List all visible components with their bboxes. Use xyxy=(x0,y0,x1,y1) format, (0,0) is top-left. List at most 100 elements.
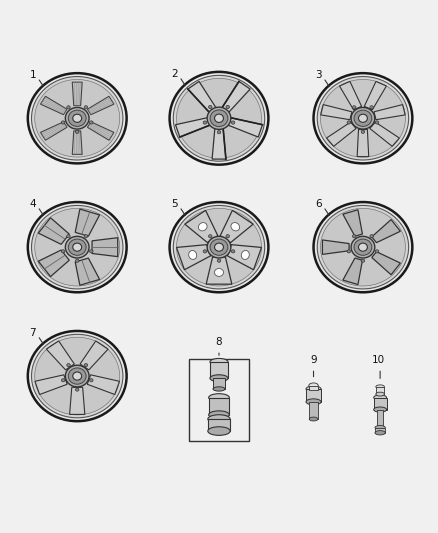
Polygon shape xyxy=(72,131,82,155)
Ellipse shape xyxy=(226,235,230,238)
Ellipse shape xyxy=(90,250,93,253)
Bar xyxy=(309,402,318,419)
Ellipse shape xyxy=(226,106,230,109)
Text: 10: 10 xyxy=(371,356,385,365)
Polygon shape xyxy=(177,245,211,270)
Ellipse shape xyxy=(217,131,221,134)
Ellipse shape xyxy=(68,368,86,384)
Ellipse shape xyxy=(198,223,207,231)
Ellipse shape xyxy=(28,73,127,164)
Ellipse shape xyxy=(170,72,268,165)
Polygon shape xyxy=(374,104,405,120)
Ellipse shape xyxy=(353,106,356,109)
Text: 8: 8 xyxy=(215,337,223,347)
Polygon shape xyxy=(40,96,67,115)
Ellipse shape xyxy=(75,130,79,133)
Polygon shape xyxy=(228,118,262,137)
Ellipse shape xyxy=(68,239,86,255)
Ellipse shape xyxy=(361,130,365,133)
Ellipse shape xyxy=(61,378,65,382)
Ellipse shape xyxy=(231,223,240,231)
Polygon shape xyxy=(80,341,108,370)
Ellipse shape xyxy=(358,243,367,251)
Ellipse shape xyxy=(212,95,220,141)
Polygon shape xyxy=(72,82,82,106)
Bar xyxy=(213,378,225,389)
Ellipse shape xyxy=(65,108,89,129)
Ellipse shape xyxy=(68,110,86,126)
Ellipse shape xyxy=(354,239,372,255)
Ellipse shape xyxy=(70,96,79,141)
Polygon shape xyxy=(339,82,362,110)
Bar xyxy=(306,389,321,402)
Bar xyxy=(377,409,383,427)
Ellipse shape xyxy=(203,250,207,253)
Polygon shape xyxy=(35,375,67,394)
Polygon shape xyxy=(88,122,114,140)
Polygon shape xyxy=(322,240,349,254)
Ellipse shape xyxy=(207,107,231,130)
Ellipse shape xyxy=(67,235,70,238)
Ellipse shape xyxy=(314,73,412,164)
Ellipse shape xyxy=(309,417,318,421)
Bar xyxy=(374,398,387,409)
Bar xyxy=(309,385,318,390)
Bar xyxy=(189,359,249,440)
Text: 7: 7 xyxy=(29,328,36,338)
Ellipse shape xyxy=(65,365,89,387)
Ellipse shape xyxy=(84,235,88,238)
Polygon shape xyxy=(220,211,253,243)
Ellipse shape xyxy=(210,359,228,365)
Ellipse shape xyxy=(231,250,235,253)
Ellipse shape xyxy=(210,239,228,255)
Ellipse shape xyxy=(207,236,231,258)
Text: 6: 6 xyxy=(315,199,322,209)
Ellipse shape xyxy=(354,110,372,126)
Ellipse shape xyxy=(90,121,93,124)
Ellipse shape xyxy=(306,399,321,405)
Ellipse shape xyxy=(374,395,387,400)
Ellipse shape xyxy=(217,259,221,262)
Ellipse shape xyxy=(73,243,81,251)
Ellipse shape xyxy=(90,378,93,382)
Ellipse shape xyxy=(215,114,223,123)
Ellipse shape xyxy=(309,383,318,388)
Ellipse shape xyxy=(61,121,65,124)
Ellipse shape xyxy=(374,407,387,412)
Ellipse shape xyxy=(189,251,197,260)
Ellipse shape xyxy=(215,269,223,277)
Ellipse shape xyxy=(75,388,79,391)
Ellipse shape xyxy=(84,106,88,109)
Polygon shape xyxy=(370,122,399,146)
Polygon shape xyxy=(372,220,400,243)
Ellipse shape xyxy=(35,337,120,415)
Ellipse shape xyxy=(173,205,265,289)
Polygon shape xyxy=(206,257,232,284)
Bar xyxy=(375,427,385,433)
Polygon shape xyxy=(176,118,210,137)
Polygon shape xyxy=(87,375,120,394)
Ellipse shape xyxy=(375,250,379,253)
Ellipse shape xyxy=(61,250,65,253)
Ellipse shape xyxy=(84,364,88,367)
Ellipse shape xyxy=(317,205,409,289)
Polygon shape xyxy=(227,245,261,270)
Ellipse shape xyxy=(375,425,385,430)
Ellipse shape xyxy=(376,385,385,389)
Bar xyxy=(208,419,230,431)
Ellipse shape xyxy=(353,235,356,238)
Polygon shape xyxy=(188,82,216,112)
Ellipse shape xyxy=(306,386,321,392)
Polygon shape xyxy=(372,252,400,274)
Ellipse shape xyxy=(210,110,228,127)
Ellipse shape xyxy=(347,121,350,124)
Ellipse shape xyxy=(35,79,120,157)
Text: 3: 3 xyxy=(315,70,322,80)
Ellipse shape xyxy=(241,251,249,260)
Ellipse shape xyxy=(67,106,70,109)
Ellipse shape xyxy=(213,387,225,391)
Ellipse shape xyxy=(208,415,230,423)
Ellipse shape xyxy=(314,202,412,292)
Bar xyxy=(376,387,385,394)
Polygon shape xyxy=(343,210,362,236)
